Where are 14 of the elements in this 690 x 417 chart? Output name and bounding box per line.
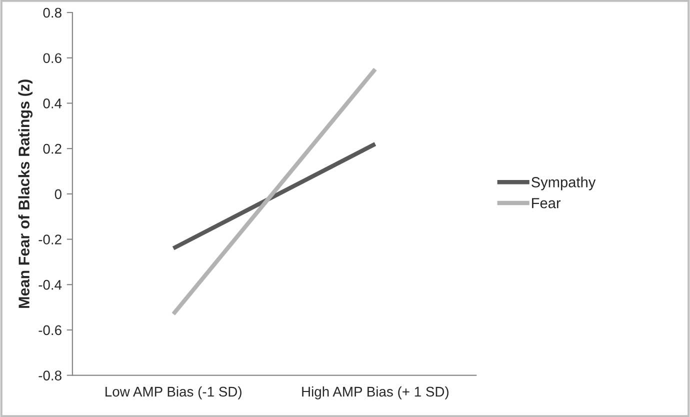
y-tick-label: 0.6 [43, 53, 62, 64]
y-tick-label: 0.2 [43, 144, 62, 154]
y-tick-label: -0.6 [38, 325, 62, 336]
y-tick-label: 0 [54, 189, 62, 200]
y-tick-label: -0.2 [38, 234, 62, 244]
y-axis-title: Mean Fear of Blacks Ratings (z) [18, 80, 33, 308]
y-tick-label: 0.4 [43, 98, 62, 108]
y-tick-label: -0.4 [38, 280, 62, 290]
y-tick-label: 0.8 [43, 8, 62, 18]
x-tick-label: Low AMP Bias (-1 SD) [106, 386, 242, 400]
legend-label: Fear [532, 198, 561, 208]
y-tick-label: -0.8 [38, 370, 62, 380]
legend-label: Sympathy [532, 176, 596, 190]
x-tick-label: High AMP Bias (+ 1 SD) [302, 386, 448, 400]
